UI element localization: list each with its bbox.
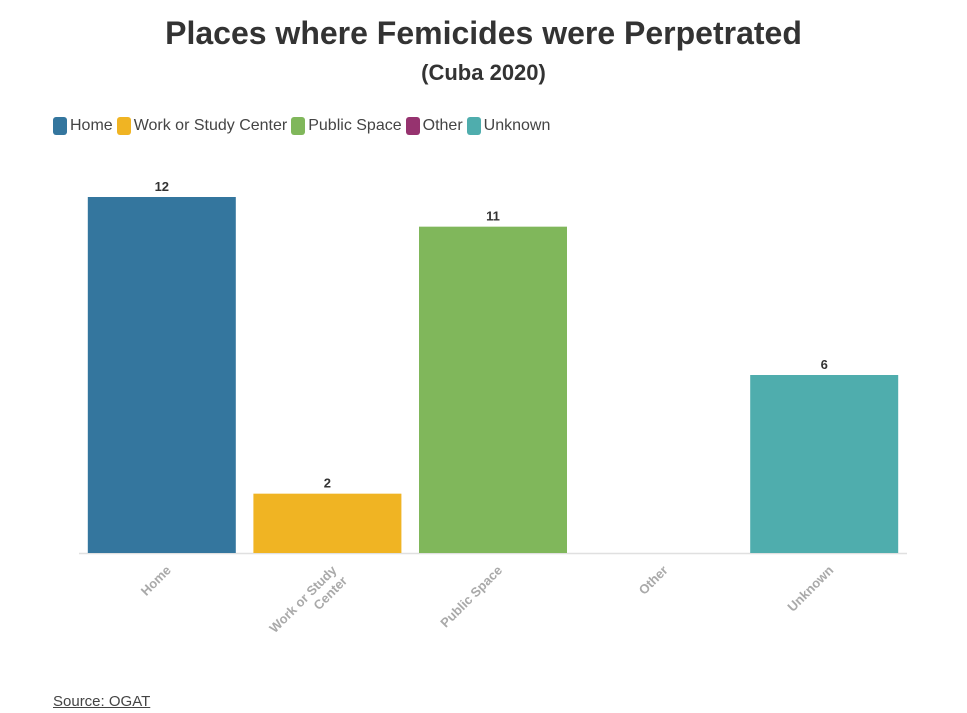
legend-item-other[interactable]: Other <box>405 117 463 135</box>
x-tick-label-line: Other <box>636 563 671 598</box>
data-label: 6 <box>821 357 828 372</box>
legend-item-home[interactable]: Home <box>53 117 113 135</box>
bar-home[interactable] <box>87 197 236 553</box>
legend-item-unknown[interactable]: Unknown <box>466 117 551 135</box>
chart-subtitle: (Cuba 2020) <box>421 60 546 85</box>
data-label: 11 <box>486 209 500 224</box>
bar-unknown[interactable] <box>750 375 899 553</box>
legend-label: Work or Study Center <box>133 117 288 134</box>
bar-public-space[interactable] <box>419 226 567 553</box>
legend-label: Home <box>70 117 113 134</box>
legend-label: Public Space <box>308 117 402 134</box>
x-tick-label: Other <box>636 563 671 598</box>
bar-work-or-study-center[interactable] <box>253 493 402 553</box>
x-tick-label: Unknown <box>784 562 836 614</box>
data-label: 2 <box>324 476 331 491</box>
legend-label: Unknown <box>483 117 551 134</box>
x-tick-label: Home <box>138 563 174 599</box>
legend-swatch <box>53 117 67 135</box>
legend-swatch <box>291 117 306 135</box>
x-tick-label: Work or StudyCenter <box>266 562 350 646</box>
x-tick-label-line: Unknown <box>784 562 836 614</box>
legend-swatch <box>466 117 481 135</box>
source-link[interactable]: Source: OGAT <box>53 693 151 710</box>
legend-item-work-or-study-center[interactable]: Work or Study Center <box>116 117 288 135</box>
chart-title: Places where Femicides were Perpetrated <box>165 15 802 51</box>
bar-chart: 12 Home 2 Work or StudyCenter 11 Public Space… <box>79 179 907 646</box>
legend: Home Work or Study Center Public Space O… <box>53 117 554 135</box>
legend-item-public-space[interactable]: Public Space <box>291 117 402 135</box>
x-tick-label-line: Home <box>138 563 174 599</box>
data-label: 12 <box>155 179 169 194</box>
x-tick-label: Public Space <box>437 563 505 631</box>
legend-swatch <box>405 117 420 135</box>
legend-label: Other <box>422 117 463 134</box>
x-tick-label-line: Public Space <box>437 563 505 631</box>
legend-swatch <box>116 117 131 135</box>
